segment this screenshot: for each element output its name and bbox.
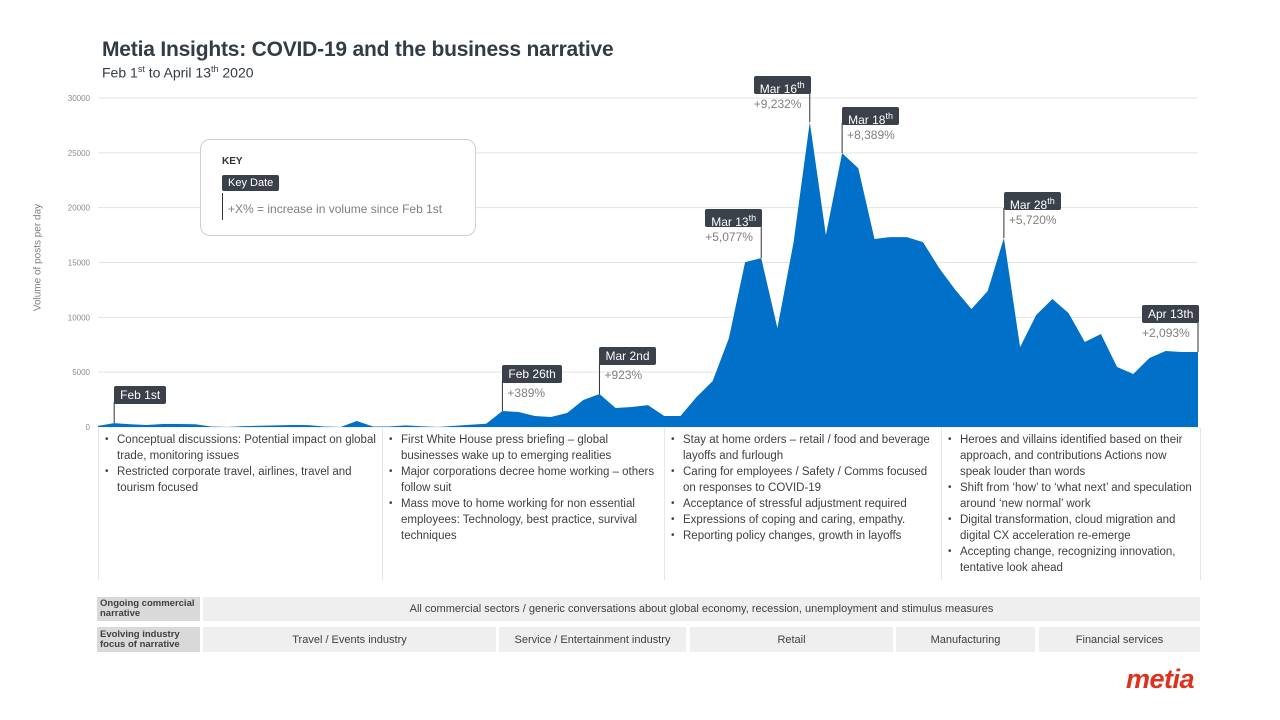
phase-bullet: Heroes and villains identified based on … (948, 432, 1200, 480)
key-sample-label: Key Date (222, 175, 280, 191)
y-axis-label: Volume of posts per day (32, 203, 44, 312)
key-leader-line (222, 193, 223, 220)
annotation-date-label: Mar 2nd (599, 347, 656, 365)
annotation-date-label: Feb 1st (114, 386, 167, 404)
y-tick-label: 30000 (68, 94, 91, 103)
ongoing-narrative-cell: All commercial sectors / generic convers… (203, 597, 1200, 621)
annotation-change-label: +9,232% (753, 97, 802, 111)
phase-column-2: First White House press briefing – globa… (382, 428, 663, 580)
industry-cell-financial: Financial services (1039, 627, 1200, 652)
y-tick-label: 10000 (68, 313, 91, 322)
phase-bullet: Caring for employees / Safety / Comms fo… (671, 464, 941, 496)
y-tick-label: 0 (86, 423, 91, 432)
page-subtitle: Feb 1st to April 13th 2020 (102, 64, 254, 81)
y-tick-label: 15000 (68, 259, 91, 268)
annotation-change-label: +2,093% (1142, 326, 1190, 340)
phase-bullet: Acceptance of stressful adjustment requi… (671, 496, 941, 512)
industry-cell-service: Service / Entertainment industry (499, 627, 686, 652)
phase-bullet: Restricted corporate travel, airlines, t… (105, 464, 383, 496)
phase-bullet: Conceptual discussions: Potential impact… (105, 432, 383, 464)
page-title: Metia Insights: COVID-19 and the busines… (102, 38, 614, 61)
phase-bullet: Expressions of coping and caring, empath… (671, 512, 941, 528)
ongoing-narrative-label: Ongoing commercial narrative (97, 597, 200, 621)
annotation-change-label: +389% (507, 386, 546, 400)
phase-bullet: Stay at home orders – retail / food and … (671, 432, 941, 464)
key-title: KEY (222, 156, 243, 167)
industry-cell-manufacturing: Manufacturing (896, 627, 1035, 652)
area-series (98, 122, 1198, 427)
y-tick-label: 20000 (68, 204, 91, 213)
phase-bullet: Accepting change, recognizing innovation… (948, 544, 1200, 576)
annotation-date-label: Mar 13th (705, 209, 763, 229)
key-box: KEY Key Date +X% = increase in volume si… (200, 139, 476, 236)
annotation-date-label: Mar 18th (842, 107, 899, 127)
phase-bullet: Reporting policy changes, growth in layo… (671, 528, 941, 544)
phase-bullet: Major corporations decree home working –… (389, 464, 663, 496)
key-explanation: +X% = increase in volume since Feb 1st (228, 202, 443, 216)
annotation-change-label: +5,077% (705, 230, 753, 244)
annotation-date-label: Mar 16th (753, 76, 811, 96)
phase-bullet: Mass move to home working for non essent… (389, 496, 663, 544)
phase-bullet: First White House press briefing – globa… (389, 432, 663, 464)
annotation-change-label: +5,720% (1008, 213, 1057, 227)
evolving-focus-label: Evolving industry focus of narrative (97, 627, 200, 652)
industry-cell-retail: Retail (690, 627, 893, 652)
industry-cell-travel: Travel / Events industry (203, 627, 496, 652)
y-tick-label: 5000 (72, 368, 90, 377)
phase-bullet: Shift from ‘how’ to ‘what next’ and spec… (948, 480, 1200, 512)
y-tick-label: 25000 (68, 149, 91, 158)
phase-column-3: Stay at home orders – retail / food and … (664, 428, 941, 580)
annotation-date-label: Apr 13th (1142, 305, 1200, 323)
metia-logo: metia (1126, 664, 1195, 694)
annotation-change-label: +923% (604, 368, 643, 382)
annotation-date-label: Feb 26th (502, 365, 562, 383)
phase-bullet: Digital transformation, cloud migration … (948, 512, 1200, 544)
phase-column-1: Conceptual discussions: Potential impact… (98, 428, 383, 580)
annotation-date-label: Mar 28th (1003, 192, 1061, 212)
phase-column-4: Heroes and villains identified based on … (941, 428, 1201, 580)
annotation-change-label: +8,389% (847, 128, 895, 142)
